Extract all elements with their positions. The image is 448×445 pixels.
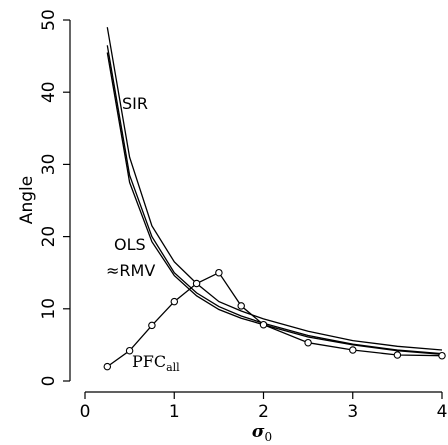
annotation-pfc: PFCall xyxy=(132,352,180,374)
x-tick-label-0: 0 xyxy=(80,402,91,422)
series-point-pfcall-6 xyxy=(237,302,245,310)
series-point-pfcall-7 xyxy=(259,320,268,329)
x-tick-label-4: 4 xyxy=(437,402,448,422)
series-point-pfcall-3 xyxy=(170,297,179,306)
y-tick-label-4: 40 xyxy=(39,81,59,103)
y-tick-label-5: 50 xyxy=(39,9,59,31)
x-tick-label-3: 3 xyxy=(347,402,358,422)
series-point-pfcall-11 xyxy=(438,351,446,360)
x-tick-label-2: 2 xyxy=(258,402,269,422)
x-axis-ticks: 0 1 2 3 4 xyxy=(80,392,448,422)
x-tick-label-1: 1 xyxy=(169,402,180,422)
y-tick-label-3: 30 xyxy=(39,154,59,176)
y-tick-label-1: 10 xyxy=(39,298,59,320)
annotation-sir: SIR xyxy=(122,94,148,113)
y-tick-label-2: 20 xyxy=(39,226,59,248)
y-axis-title: Angle xyxy=(17,176,37,224)
annotation-rmv: ≈RMV xyxy=(106,261,155,280)
series-point-pfcall-9 xyxy=(349,346,357,354)
annotation-ols: OLS xyxy=(114,235,146,254)
series-point-pfcall-8 xyxy=(304,338,312,347)
series-point-pfcall-5 xyxy=(215,268,223,277)
series-line-rmv xyxy=(106,52,443,355)
series-line-sir xyxy=(106,27,443,351)
series-line-pfcall xyxy=(106,271,443,368)
x-axis-title: σ0 xyxy=(252,422,272,444)
y-tick-label-0: 0 xyxy=(39,376,59,387)
series-line-ols xyxy=(106,45,443,355)
series-layer xyxy=(103,27,446,371)
series-point-pfcall-1 xyxy=(125,346,134,355)
series-point-pfcall-10 xyxy=(393,351,402,359)
series-point-pfcall-4 xyxy=(192,279,201,288)
series-point-pfcall-0 xyxy=(103,362,112,371)
series-point-pfcall-2 xyxy=(148,321,156,330)
y-axis-ticks: 0 10 20 30 40 50 xyxy=(39,9,70,386)
